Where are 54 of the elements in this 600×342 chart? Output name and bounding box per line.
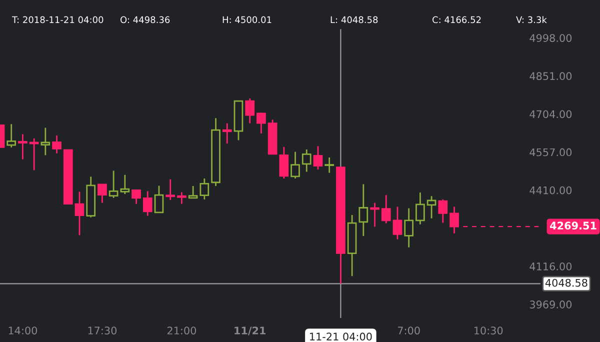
candlestick bbox=[438, 198, 448, 224]
y-tick-label: 4851.00 bbox=[530, 72, 572, 80]
text: V: 3.3k bbox=[516, 16, 547, 24]
x-tick-label: 7:00 bbox=[398, 326, 420, 334]
candlestick bbox=[358, 183, 368, 237]
x-tick-label: 14:00 bbox=[8, 326, 38, 334]
y-tick-label: 4704.00 bbox=[530, 110, 572, 118]
candlestick bbox=[200, 178, 210, 200]
candlestick bbox=[142, 190, 152, 216]
x-tick-label: 17:30 bbox=[88, 326, 117, 334]
candlestick bbox=[290, 151, 300, 180]
x-tick-label: 21:00 bbox=[167, 326, 196, 334]
ref-line-label: 11-21 04:00 bbox=[310, 332, 372, 341]
candlestick bbox=[370, 202, 380, 228]
y-tick-label: 4557.00 bbox=[530, 148, 572, 156]
candlestick bbox=[450, 206, 459, 234]
candlestick bbox=[313, 145, 323, 170]
text: C: 4166.52 bbox=[432, 16, 481, 24]
candlestick bbox=[426, 195, 436, 220]
candlestick bbox=[166, 178, 176, 201]
candlestick bbox=[74, 191, 84, 236]
x-tick-label: 11/21 bbox=[234, 326, 266, 336]
x-tick-label: 10:30 bbox=[474, 326, 503, 334]
candlestick bbox=[302, 148, 312, 172]
y-tick-label: 4116.00 bbox=[530, 262, 572, 270]
candlestick bbox=[98, 184, 107, 204]
candlestick bbox=[188, 185, 198, 200]
candlestick bbox=[222, 122, 232, 144]
candlestick bbox=[256, 112, 266, 134]
candlestick bbox=[154, 185, 164, 214]
candlestick bbox=[6, 123, 16, 148]
candlestick bbox=[245, 98, 255, 124]
y-tick-label: 4998.00 bbox=[530, 34, 572, 42]
candlestick bbox=[40, 127, 50, 156]
ref-line-label: 4269.51 bbox=[550, 222, 596, 230]
text: L: 4048.58 bbox=[330, 16, 378, 24]
candlestick bbox=[416, 192, 425, 226]
candlestick bbox=[120, 174, 130, 195]
text: O: 4498.36 bbox=[120, 16, 170, 24]
candlestick bbox=[392, 206, 402, 240]
candlestick bbox=[52, 134, 62, 154]
candlestick bbox=[177, 192, 186, 205]
candlestick bbox=[108, 170, 118, 199]
text: H: 4500.01 bbox=[222, 16, 272, 24]
candlestick bbox=[381, 194, 391, 224]
candlestick bbox=[18, 134, 28, 160]
candlestick bbox=[279, 146, 289, 180]
y-tick-label: 4410.00 bbox=[530, 186, 572, 194]
candlestick bbox=[324, 156, 334, 174]
candlestick bbox=[404, 208, 414, 248]
text: T: 2018-11-21 04:00 bbox=[12, 16, 104, 24]
y-tick-label: 3969.00 bbox=[530, 300, 572, 308]
ref-line-label: 4048.58 bbox=[545, 278, 588, 287]
candlestick bbox=[132, 189, 141, 205]
